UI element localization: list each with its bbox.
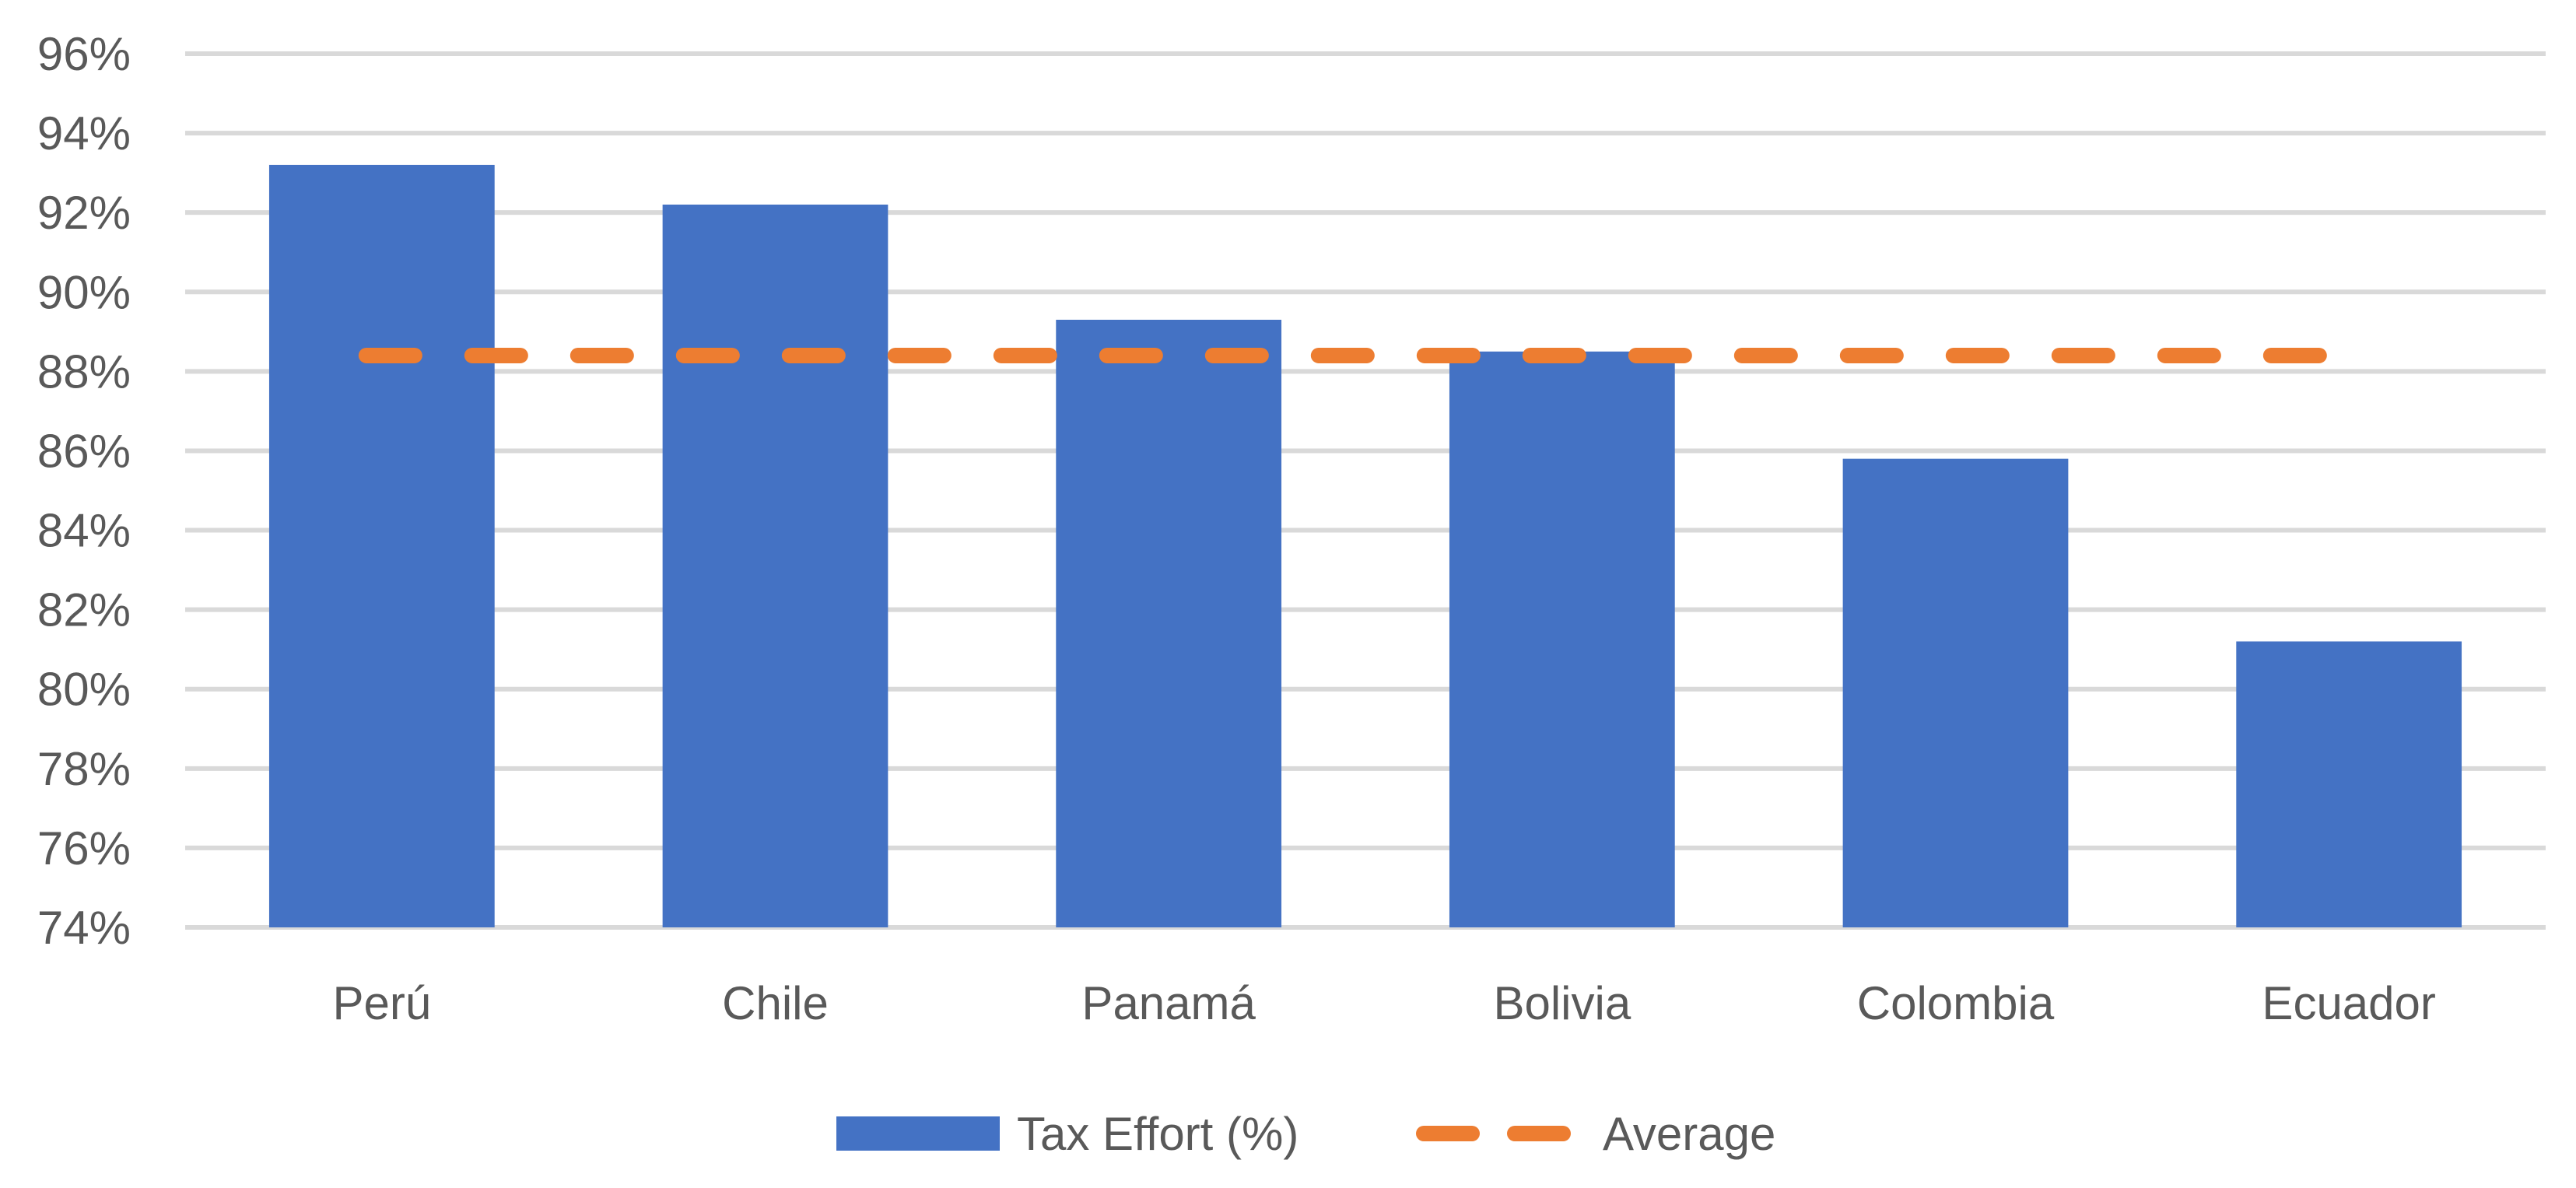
y-axis-ticks: 74% 76% 78% 80% 82% 84% 86% 88% 90% 92% 94% 96%	[37, 28, 131, 954]
bars	[268, 164, 2462, 928]
legend-label-tax-effort: Tax Effort (%)	[1017, 1108, 1299, 1160]
x-tick-label: Perú	[332, 977, 431, 1029]
y-tick-label: 92%	[37, 187, 131, 239]
legend: Tax Effort (%) Average	[836, 1108, 1775, 1160]
x-tick-label: Colombia	[1857, 977, 2055, 1029]
x-tick-label: Chile	[722, 977, 829, 1029]
y-tick-label: 74%	[37, 902, 131, 954]
bar-colombia	[1842, 458, 2069, 927]
y-tick-label: 96%	[37, 28, 131, 80]
x-tick-label: Ecuador	[2262, 977, 2435, 1029]
y-tick-label: 78%	[37, 743, 131, 795]
y-tick-label: 82%	[37, 584, 131, 636]
y-tick-label: 94%	[37, 107, 131, 159]
bar-panamá	[1056, 320, 1282, 928]
x-tick-label: Bolivia	[1493, 977, 1631, 1029]
y-tick-label: 86%	[37, 425, 131, 477]
legend-label-average: Average	[1603, 1108, 1775, 1160]
x-tick-label: Panamá	[1081, 977, 1256, 1029]
gridlines	[185, 51, 2546, 930]
bar-perú	[268, 164, 495, 928]
bar-bolivia	[1449, 351, 1675, 927]
legend-swatch-tax-effort	[836, 1116, 1000, 1151]
bar-ecuador	[2236, 641, 2462, 927]
y-tick-label: 80%	[37, 664, 131, 716]
y-tick-label: 76%	[37, 822, 131, 874]
y-tick-label: 88%	[37, 345, 131, 398]
x-axis-ticks: Perú Chile Panamá Bolivia Colombia Ecuador	[332, 977, 2435, 1029]
y-tick-label: 90%	[37, 266, 131, 318]
y-tick-label: 84%	[37, 505, 131, 557]
bar-chile	[662, 204, 888, 927]
